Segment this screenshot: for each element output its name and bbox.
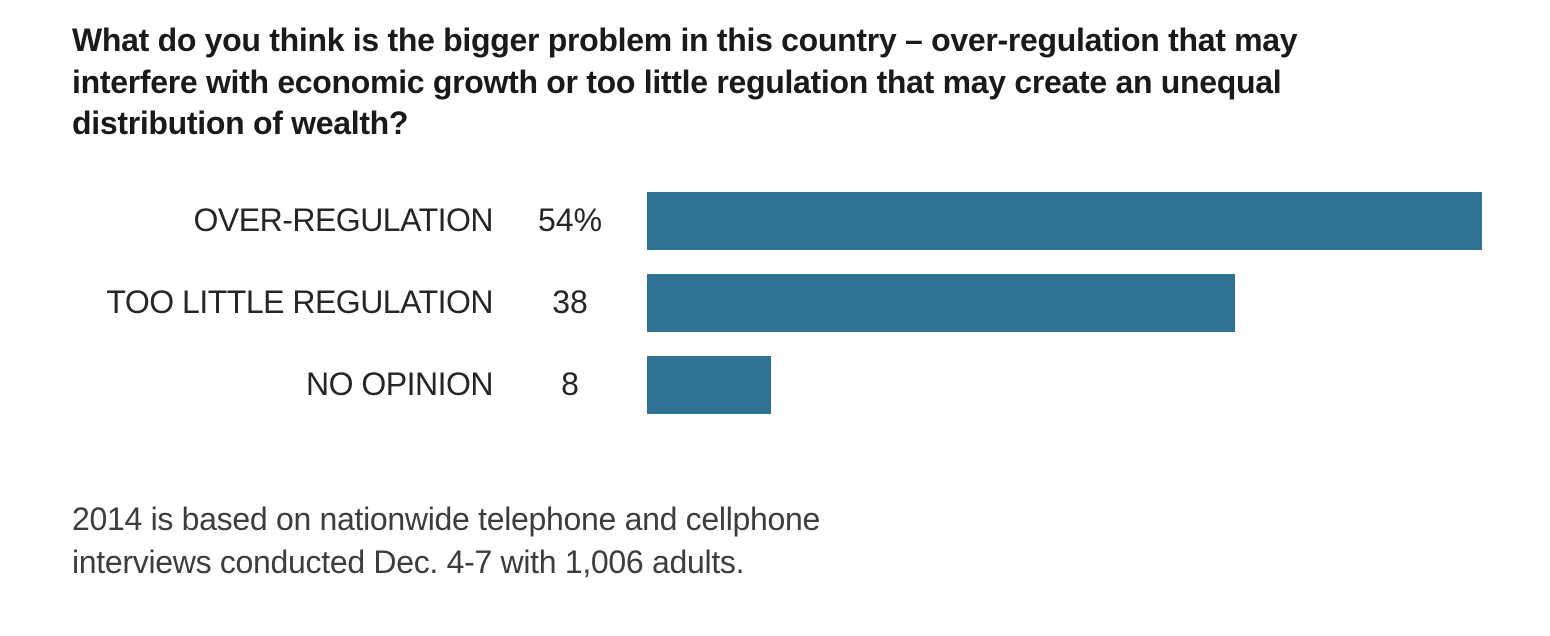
value-label: 54% [537, 202, 603, 239]
bar-chart: OVER-REGULATION 54% TOO LITTLE REGULATION 3… [72, 191, 1550, 414]
bar-track [647, 191, 1482, 250]
bar-track [647, 273, 1482, 332]
bar-track [647, 355, 1482, 414]
bar [647, 273, 1235, 332]
category-label: NO OPINION [305, 366, 494, 403]
value-label: 38 [552, 284, 588, 321]
footnote-line-1: 2014 is based on nationwide telephone an… [72, 501, 820, 537]
footnote: 2014 is based on nationwide telephone an… [72, 498, 820, 584]
bar [647, 355, 771, 414]
category-label: TOO LITTLE REGULATION [106, 284, 493, 321]
bar-row: TOO LITTLE REGULATION 38 [72, 273, 1550, 332]
chart-title: What do you think is the bigger problem … [72, 22, 1298, 142]
category-label: OVER-REGULATION [193, 202, 494, 239]
bar-row: NO OPINION 8 [72, 355, 1550, 414]
bar-row: OVER-REGULATION 54% [72, 191, 1550, 250]
bar [647, 191, 1482, 250]
value-label: 8 [561, 366, 579, 403]
footnote-line-2: interviews conducted Dec. 4-7 with 1,006… [72, 543, 745, 580]
